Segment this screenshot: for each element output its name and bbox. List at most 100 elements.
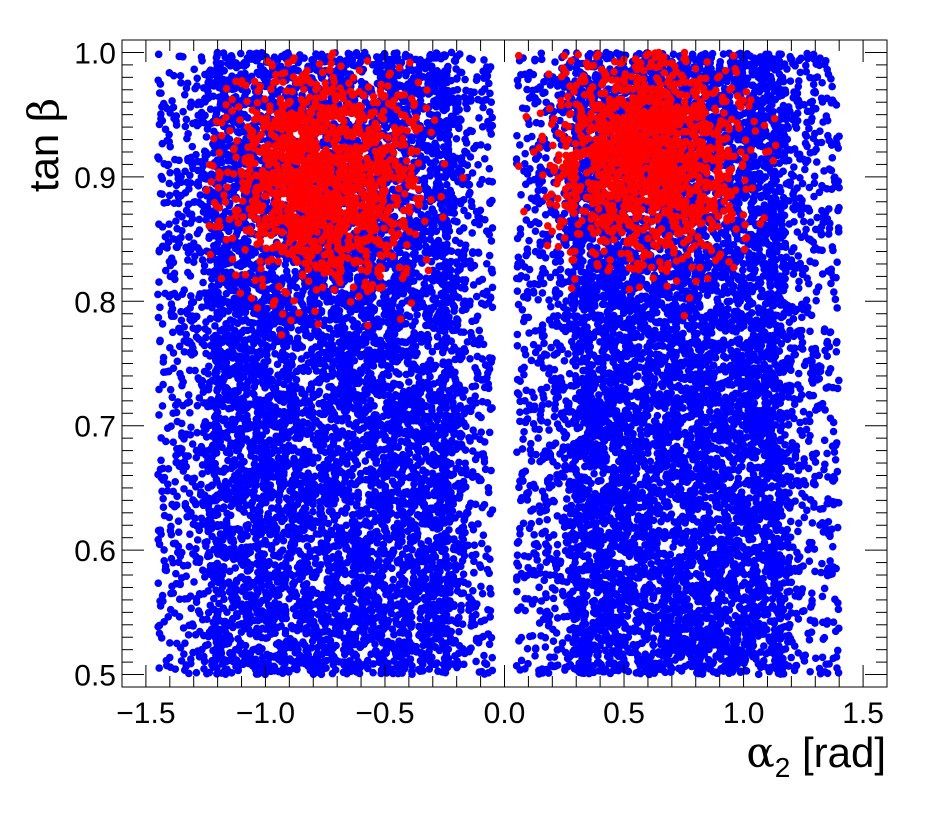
blue-point bbox=[325, 455, 333, 464]
blue-point bbox=[428, 347, 437, 356]
blue-point bbox=[301, 327, 310, 336]
blue-point bbox=[284, 666, 292, 675]
blue-point bbox=[388, 564, 396, 573]
blue-point bbox=[234, 355, 242, 364]
blue-point bbox=[351, 456, 360, 465]
blue-point bbox=[291, 434, 300, 442]
blue-point bbox=[231, 483, 239, 492]
blue-point bbox=[395, 380, 404, 389]
blue-point bbox=[334, 550, 343, 558]
blue-point bbox=[373, 593, 381, 602]
blue-point bbox=[408, 136, 417, 145]
blue-point bbox=[377, 361, 386, 369]
blue-point bbox=[348, 511, 357, 519]
blue-point bbox=[356, 366, 365, 374]
blue-point bbox=[240, 59, 248, 68]
blue-point bbox=[369, 447, 378, 455]
blue-point bbox=[351, 525, 360, 534]
blue-point bbox=[368, 401, 376, 410]
blue-point bbox=[354, 403, 362, 412]
blue-point bbox=[393, 344, 402, 353]
blue-point bbox=[428, 205, 437, 213]
blue-point bbox=[407, 524, 416, 533]
blue-point bbox=[288, 516, 296, 525]
blue-point bbox=[302, 406, 310, 415]
blue-point bbox=[291, 475, 300, 483]
blue-point bbox=[227, 404, 236, 412]
blue-point bbox=[341, 495, 349, 504]
blue-point bbox=[272, 538, 280, 546]
blue-point bbox=[414, 454, 422, 463]
blue-point bbox=[393, 643, 402, 651]
blue-point bbox=[373, 527, 381, 536]
blue-point bbox=[345, 658, 354, 666]
blue-point bbox=[237, 573, 246, 581]
blue-point bbox=[369, 660, 378, 668]
blue-point bbox=[239, 561, 247, 570]
blue-point bbox=[363, 542, 371, 550]
blue-point bbox=[332, 315, 341, 324]
blue-point bbox=[289, 605, 298, 613]
blue-point bbox=[263, 357, 272, 365]
blue-point bbox=[245, 619, 254, 627]
blue-point bbox=[407, 623, 415, 631]
blue-point bbox=[394, 539, 403, 548]
blue-point bbox=[388, 488, 397, 497]
blue-point bbox=[348, 570, 356, 579]
blue-point bbox=[372, 456, 381, 465]
blue-point bbox=[289, 580, 297, 588]
blue-point bbox=[300, 553, 309, 561]
blue-point bbox=[309, 435, 318, 444]
blue-point bbox=[311, 490, 320, 498]
blue-point bbox=[388, 477, 397, 486]
blue-point bbox=[401, 251, 410, 259]
blue-point bbox=[322, 375, 331, 383]
blue-point bbox=[281, 260, 290, 269]
blue-point bbox=[249, 646, 257, 654]
blue-point bbox=[434, 667, 442, 676]
blue-point bbox=[347, 630, 356, 639]
blue-point bbox=[426, 51, 434, 60]
blue-point bbox=[317, 524, 326, 533]
blue-point bbox=[262, 427, 271, 435]
blue-point bbox=[408, 321, 417, 330]
blue-point bbox=[425, 665, 434, 673]
blue-point bbox=[363, 519, 372, 527]
blue-point bbox=[387, 342, 395, 351]
blue-point bbox=[279, 536, 288, 545]
blue-point bbox=[257, 550, 266, 558]
blue-point bbox=[431, 455, 439, 464]
blue-point bbox=[327, 404, 335, 413]
blue-point bbox=[277, 370, 285, 379]
blue-point bbox=[412, 487, 420, 496]
blue-point bbox=[347, 306, 355, 314]
blue-point bbox=[419, 502, 428, 511]
blue-point bbox=[309, 507, 317, 516]
blue-point bbox=[312, 378, 320, 386]
blue-point bbox=[221, 53, 230, 62]
blue-point bbox=[303, 430, 311, 439]
blue-point bbox=[394, 489, 403, 498]
blue-point bbox=[354, 494, 363, 503]
blue-point bbox=[373, 502, 381, 511]
blue-point bbox=[235, 525, 244, 534]
blue-point bbox=[388, 333, 397, 342]
blue-point bbox=[330, 423, 339, 432]
blue-point bbox=[392, 368, 400, 376]
blue-point bbox=[429, 223, 437, 231]
blue-point bbox=[327, 382, 336, 391]
blue-point bbox=[311, 559, 320, 568]
blue-point bbox=[253, 624, 261, 633]
blue-point bbox=[267, 94, 276, 103]
blue-point bbox=[266, 367, 274, 376]
blue-point bbox=[386, 534, 395, 543]
blue-point bbox=[366, 564, 375, 573]
blue-point bbox=[266, 651, 275, 660]
blue-point bbox=[343, 414, 352, 422]
blue-point bbox=[225, 135, 234, 144]
blue-point bbox=[301, 473, 309, 481]
blue-point bbox=[268, 269, 277, 278]
blue-point bbox=[361, 457, 370, 465]
blue-point bbox=[241, 641, 250, 650]
